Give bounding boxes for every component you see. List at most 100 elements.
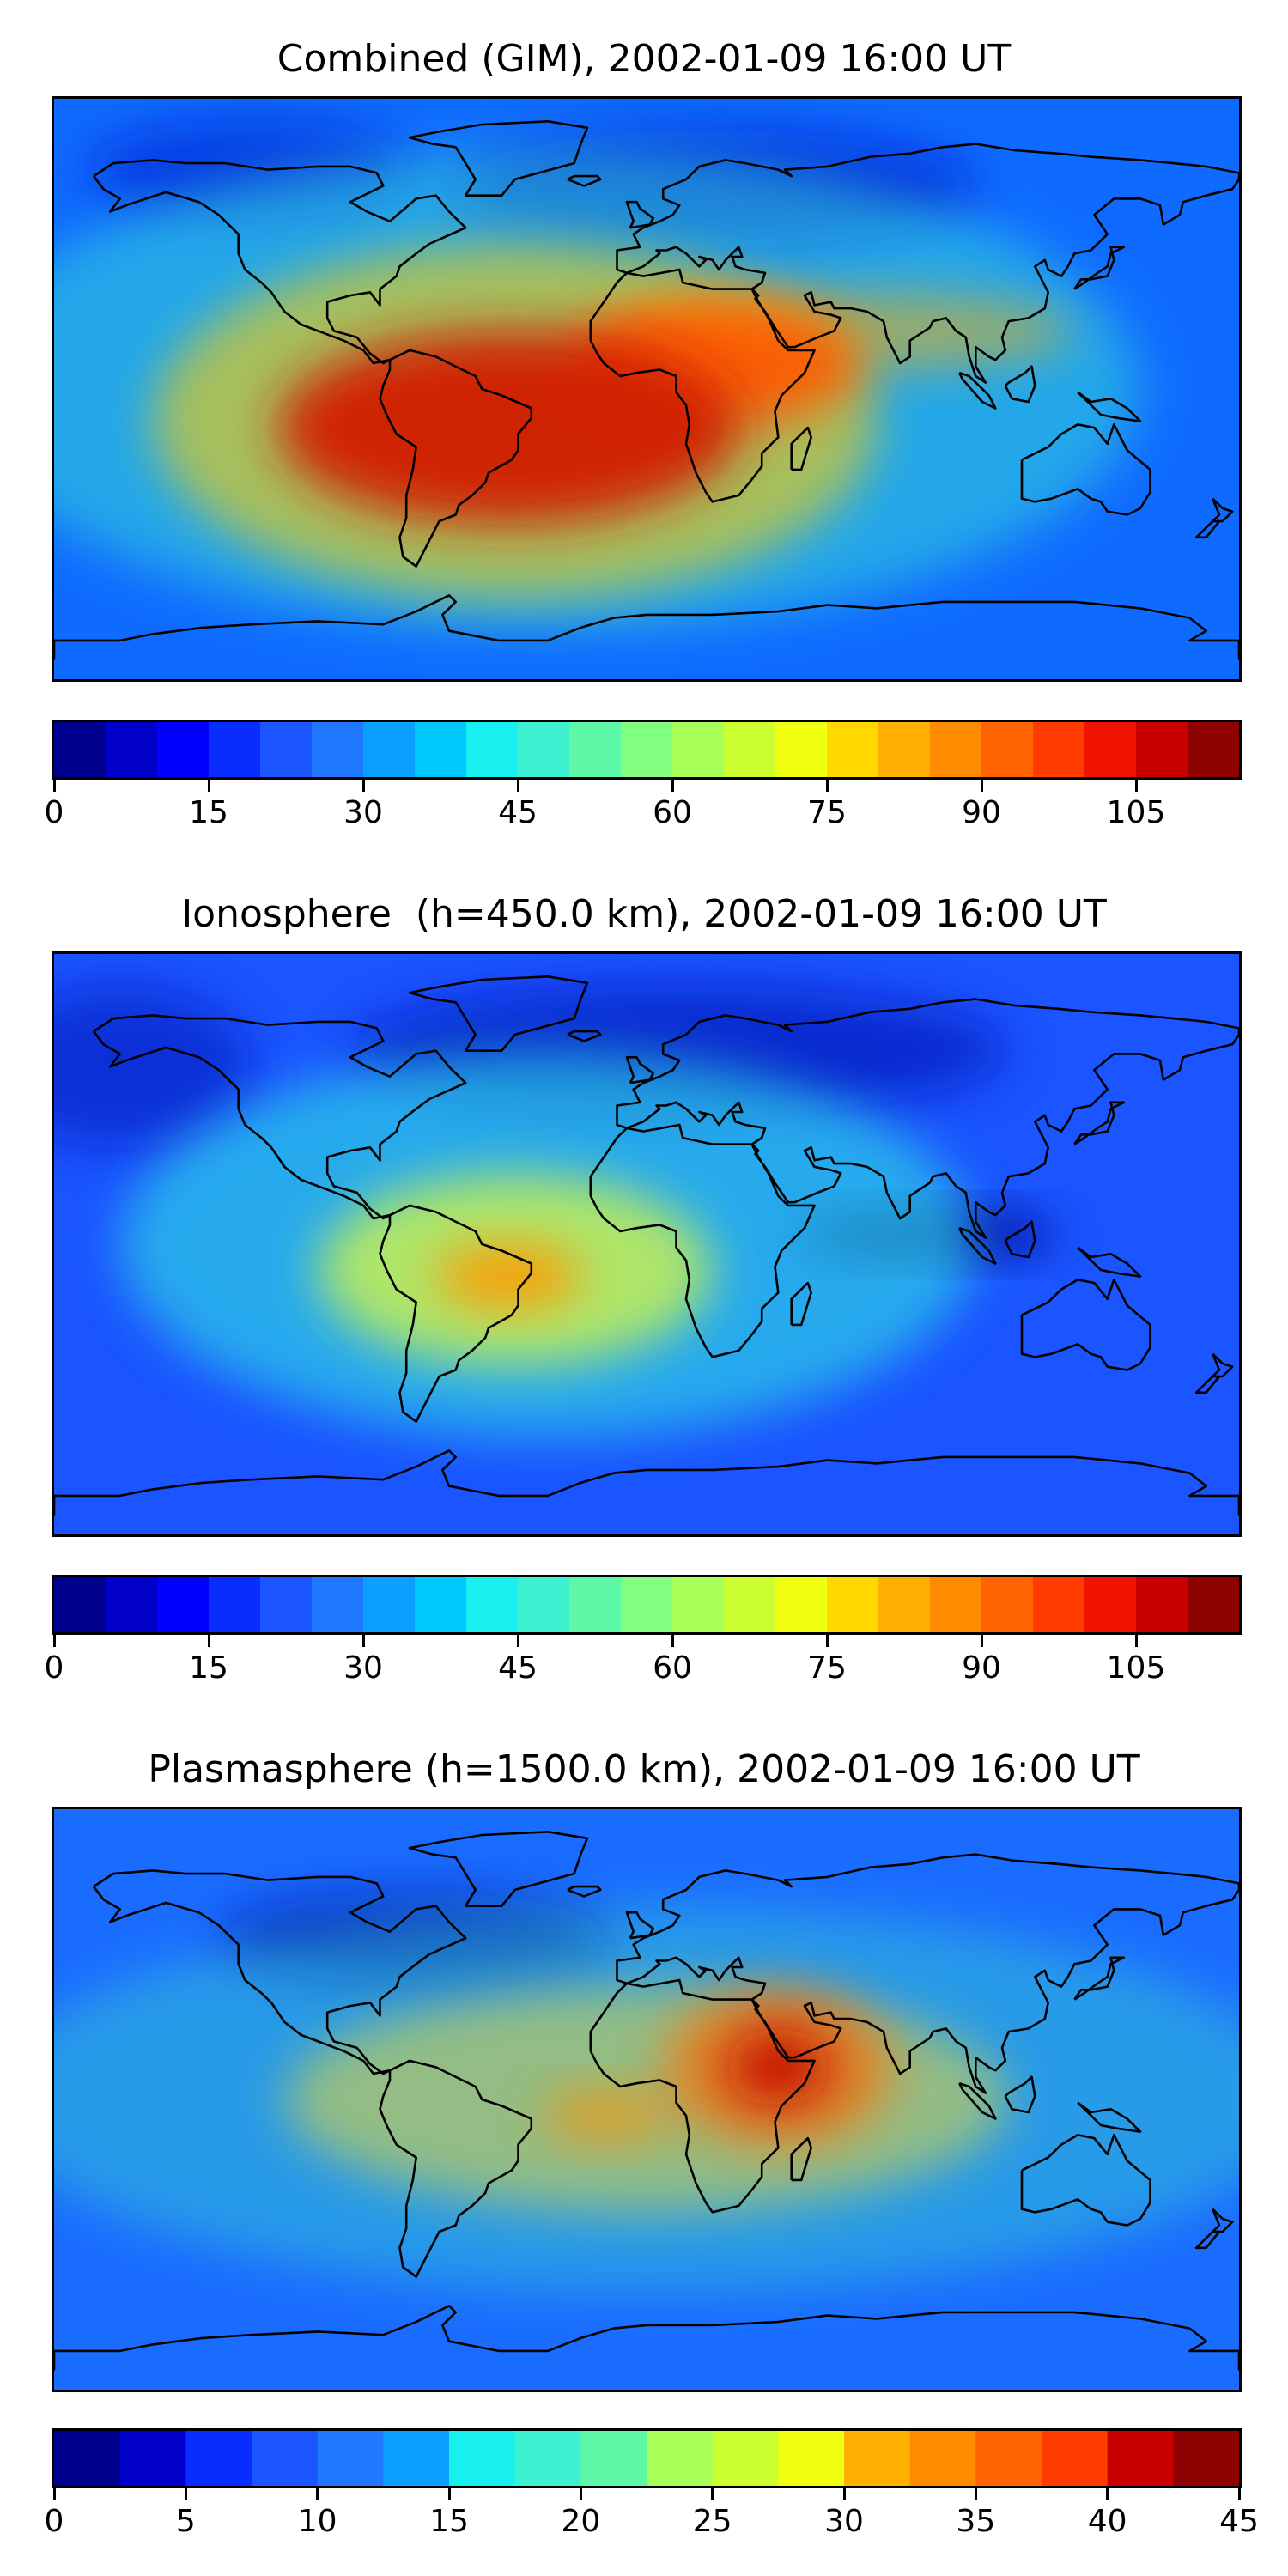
colorbar-tick-label: 25 (692, 2504, 732, 2539)
colorbar-segment (775, 722, 828, 777)
coastline-antarctica (54, 1449, 1239, 1516)
coastline-iceland (567, 1030, 602, 1042)
colorbar-tick-label: 20 (561, 2504, 601, 2539)
coastline-greenland (408, 119, 589, 197)
colorbar-segment (909, 2431, 976, 2486)
colorbar-tick-mark (980, 1635, 983, 1647)
colorbar-segment (569, 1577, 622, 1632)
colorbar-segment (1084, 1577, 1137, 1632)
colorbar-tick-mark (1237, 2488, 1241, 2500)
coastline-northAmerica (92, 159, 467, 365)
colorbar-tick-label: 30 (343, 795, 383, 830)
colorbar-segment (878, 722, 931, 777)
colorbar-segment (621, 1577, 673, 1632)
colorbar-tick-label: 5 (175, 2504, 196, 2539)
coastline-newZealand (1212, 2208, 1234, 2233)
colorbar-tick-mark (579, 2488, 582, 2500)
colorbar-segment (724, 722, 776, 777)
colorbar-segment (54, 2431, 121, 2486)
coastline-northAmerica (92, 1869, 467, 2075)
colorbar-segment (54, 1577, 106, 1632)
coastline-borneo (1004, 365, 1036, 404)
colorbar-segment (724, 1577, 776, 1632)
colorbar-tick-label: 105 (1106, 1650, 1166, 1686)
colorbar-tick-label: 75 (807, 1650, 847, 1686)
coastline-iceland (567, 174, 602, 187)
colorbar-tick-mark (52, 780, 56, 792)
colorbar-segment (119, 2431, 186, 2486)
colorbar-tick-mark (184, 2488, 187, 2500)
colorbar-segment (209, 1577, 261, 1632)
colorbar-tick-mark (316, 2488, 319, 2500)
colorbar-tick-label: 15 (189, 1650, 228, 1686)
colorbar-tick-mark (207, 780, 210, 792)
colorbar-svg (54, 722, 1239, 777)
coastline-africaEurasia (589, 998, 1239, 1358)
colorbar-tick-label: 45 (498, 795, 538, 830)
colorbar-segment (1042, 2431, 1109, 2486)
colorbar-tick-label: 30 (824, 2504, 864, 2539)
colorbar-tick-label: 75 (807, 795, 847, 830)
coastline-sumatra (958, 1226, 997, 1265)
coastline-newZealand (1212, 1352, 1234, 1378)
coastline-britain (625, 200, 655, 229)
colorbar-segment (672, 722, 725, 777)
map-plot (52, 96, 1242, 682)
colorbar-tick-label: 60 (653, 1650, 692, 1686)
coastline-australia (1020, 1278, 1151, 1371)
colorbar-segment (312, 1577, 364, 1632)
colorbar-svg (54, 2431, 1239, 2486)
coastline-japan (1073, 1101, 1126, 1145)
colorbar-tick-mark (1134, 780, 1138, 792)
coastline-newZealandS (1194, 2230, 1221, 2250)
coastline-japan (1073, 246, 1126, 290)
colorbar-segment (518, 1577, 570, 1632)
colorbar-tick-label: 35 (956, 2504, 996, 2539)
coastline-newGuinea (1077, 1246, 1142, 1278)
coastline-greenland (408, 1830, 589, 1907)
colorbar-segment (1107, 2431, 1174, 2486)
colorbar-segment (1084, 722, 1137, 777)
colorbar-tick-mark (842, 2488, 846, 2500)
coastline-newZealandS (1194, 519, 1221, 539)
panel-title: Plasmasphere (h=1500.0 km), 2002-01-09 1… (148, 1747, 1140, 1791)
colorbar-segment (1136, 722, 1188, 777)
colorbar-segment (157, 722, 210, 777)
colorbar-tick-mark (1134, 1635, 1138, 1647)
colorbar-tick-mark (1106, 2488, 1109, 2500)
colorbar-segment (260, 722, 313, 777)
colorbar-tick-mark (825, 1635, 829, 1647)
field-contour (435, 1244, 581, 1309)
colorbar-tick-label: 40 (1087, 2504, 1127, 2539)
colorbar-segment (252, 2431, 319, 2486)
colorbar-tick-mark (516, 780, 519, 792)
colorbar-segment (415, 722, 467, 777)
field-contour (277, 331, 739, 525)
colorbar-segment (827, 722, 879, 777)
coastline-madagascar (790, 426, 813, 471)
colorbar-tick-mark (980, 780, 983, 792)
colorbar-segment (1033, 722, 1085, 777)
colorbar-tick-mark (361, 1635, 365, 1647)
coastline-borneo (1004, 1220, 1036, 1259)
map-svg (54, 99, 1239, 679)
colorbar-segment (621, 722, 673, 777)
map-svg (54, 1809, 1239, 2390)
colorbar-tick-mark (974, 2488, 977, 2500)
colorbar-tick-mark (711, 2488, 714, 2500)
colorbar-segment (1188, 1577, 1239, 1632)
colorbar-tick-label: 0 (44, 795, 64, 830)
coastline-newZealandS (1194, 1375, 1221, 1394)
coastline-borneo (1004, 2075, 1036, 2114)
coastline-sumatra (958, 371, 997, 410)
colorbar-segment (647, 2431, 714, 2486)
colorbar-segment (1188, 722, 1239, 777)
coastline-antarctica (54, 2305, 1239, 2371)
colorbar-tick-label: 90 (962, 1650, 1001, 1686)
colorbar-segment (975, 2431, 1042, 2486)
field-contour (541, 2089, 673, 2142)
colorbar-segment (383, 2431, 450, 2486)
colorbar-segment (827, 1577, 879, 1632)
coastline-southAmerica (379, 1204, 533, 1423)
colorbar-segment (981, 1577, 1034, 1632)
